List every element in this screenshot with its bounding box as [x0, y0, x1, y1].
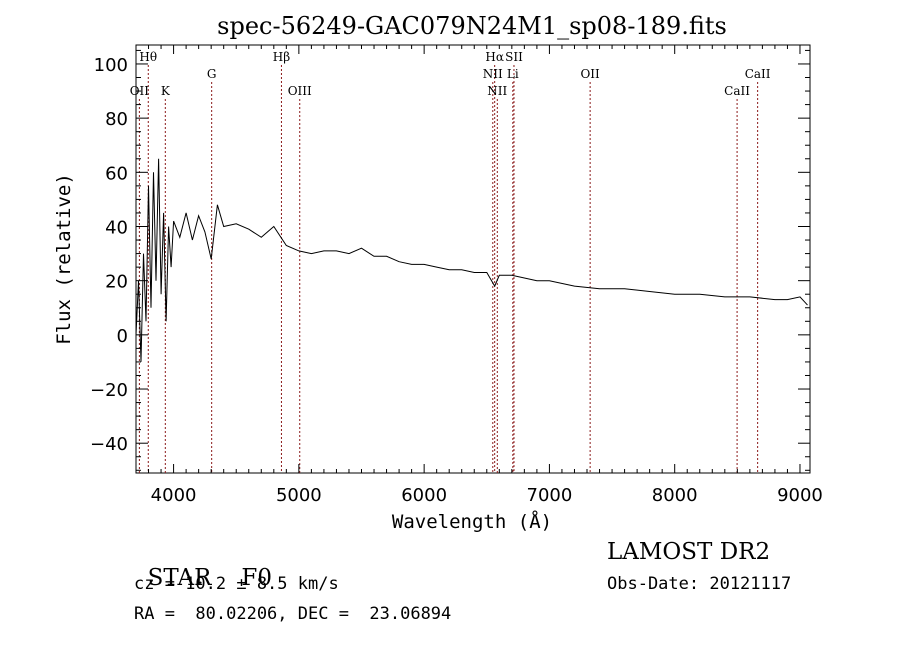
y-tick-label: −20 — [90, 380, 128, 401]
line-marker-label: Li — [507, 67, 519, 81]
y-tick-label: 100 — [94, 55, 128, 76]
x-tick-label: 4000 — [151, 485, 197, 506]
x-tick-label: 9000 — [777, 485, 823, 506]
line-marker-label: CaII — [724, 84, 750, 98]
chart-title: spec-56249-GAC079N24M1_sp08-189.fits — [217, 12, 727, 40]
line-marker-label: Hβ — [273, 50, 290, 64]
y-axis-ticks: −40 −20 0 20 40 60 80 100 — [90, 49, 810, 471]
redshift-label: cz = 10.2 ± 8.5 km/s — [134, 574, 339, 594]
class-label: STAR — [147, 565, 212, 591]
y-tick-label: 40 — [105, 217, 128, 238]
line-marker-label: Hθ — [139, 50, 157, 64]
x-axis-label: Wavelength (Å) — [392, 510, 552, 533]
line-marker-label: CaII — [745, 67, 771, 81]
y-axis-label: Flux (relative) — [53, 173, 75, 345]
y-tick-label: 20 — [105, 272, 128, 293]
y-tick-label: −40 — [90, 434, 128, 455]
obs-date-label: Obs-Date: 20121117 — [607, 574, 792, 594]
line-marker-label: K — [161, 84, 171, 98]
line-marker-label: NII — [487, 84, 507, 98]
x-tick-label: 6000 — [401, 485, 447, 506]
subclass-label: F0 — [241, 565, 272, 591]
coordinates-label: RA = 80.02206, DEC = 23.06894 — [134, 604, 452, 624]
y-tick-label: 80 — [105, 109, 128, 130]
x-axis-ticks: 4000 5000 6000 7000 8000 9000 — [135, 45, 823, 506]
y-tick-label: 0 — [117, 326, 128, 347]
line-marker-label: OIII — [288, 84, 312, 98]
line-marker-label: Hα — [485, 50, 504, 64]
x-tick-label: 7000 — [527, 485, 573, 506]
spectrum-series-line — [135, 158, 808, 362]
line-marker-label: G — [207, 67, 217, 81]
line-marker-label: SII — [505, 50, 523, 64]
x-tick-label: 5000 — [276, 485, 322, 506]
plot-frame — [135, 44, 811, 474]
object-class: STAR F0 — [133, 539, 272, 591]
line-marker-label: NII — [483, 67, 503, 81]
line-marker-label: OII — [580, 67, 600, 81]
survey-label: LAMOST DR2 — [607, 539, 771, 565]
x-tick-label: 8000 — [652, 485, 698, 506]
y-tick-label: 60 — [105, 163, 128, 184]
